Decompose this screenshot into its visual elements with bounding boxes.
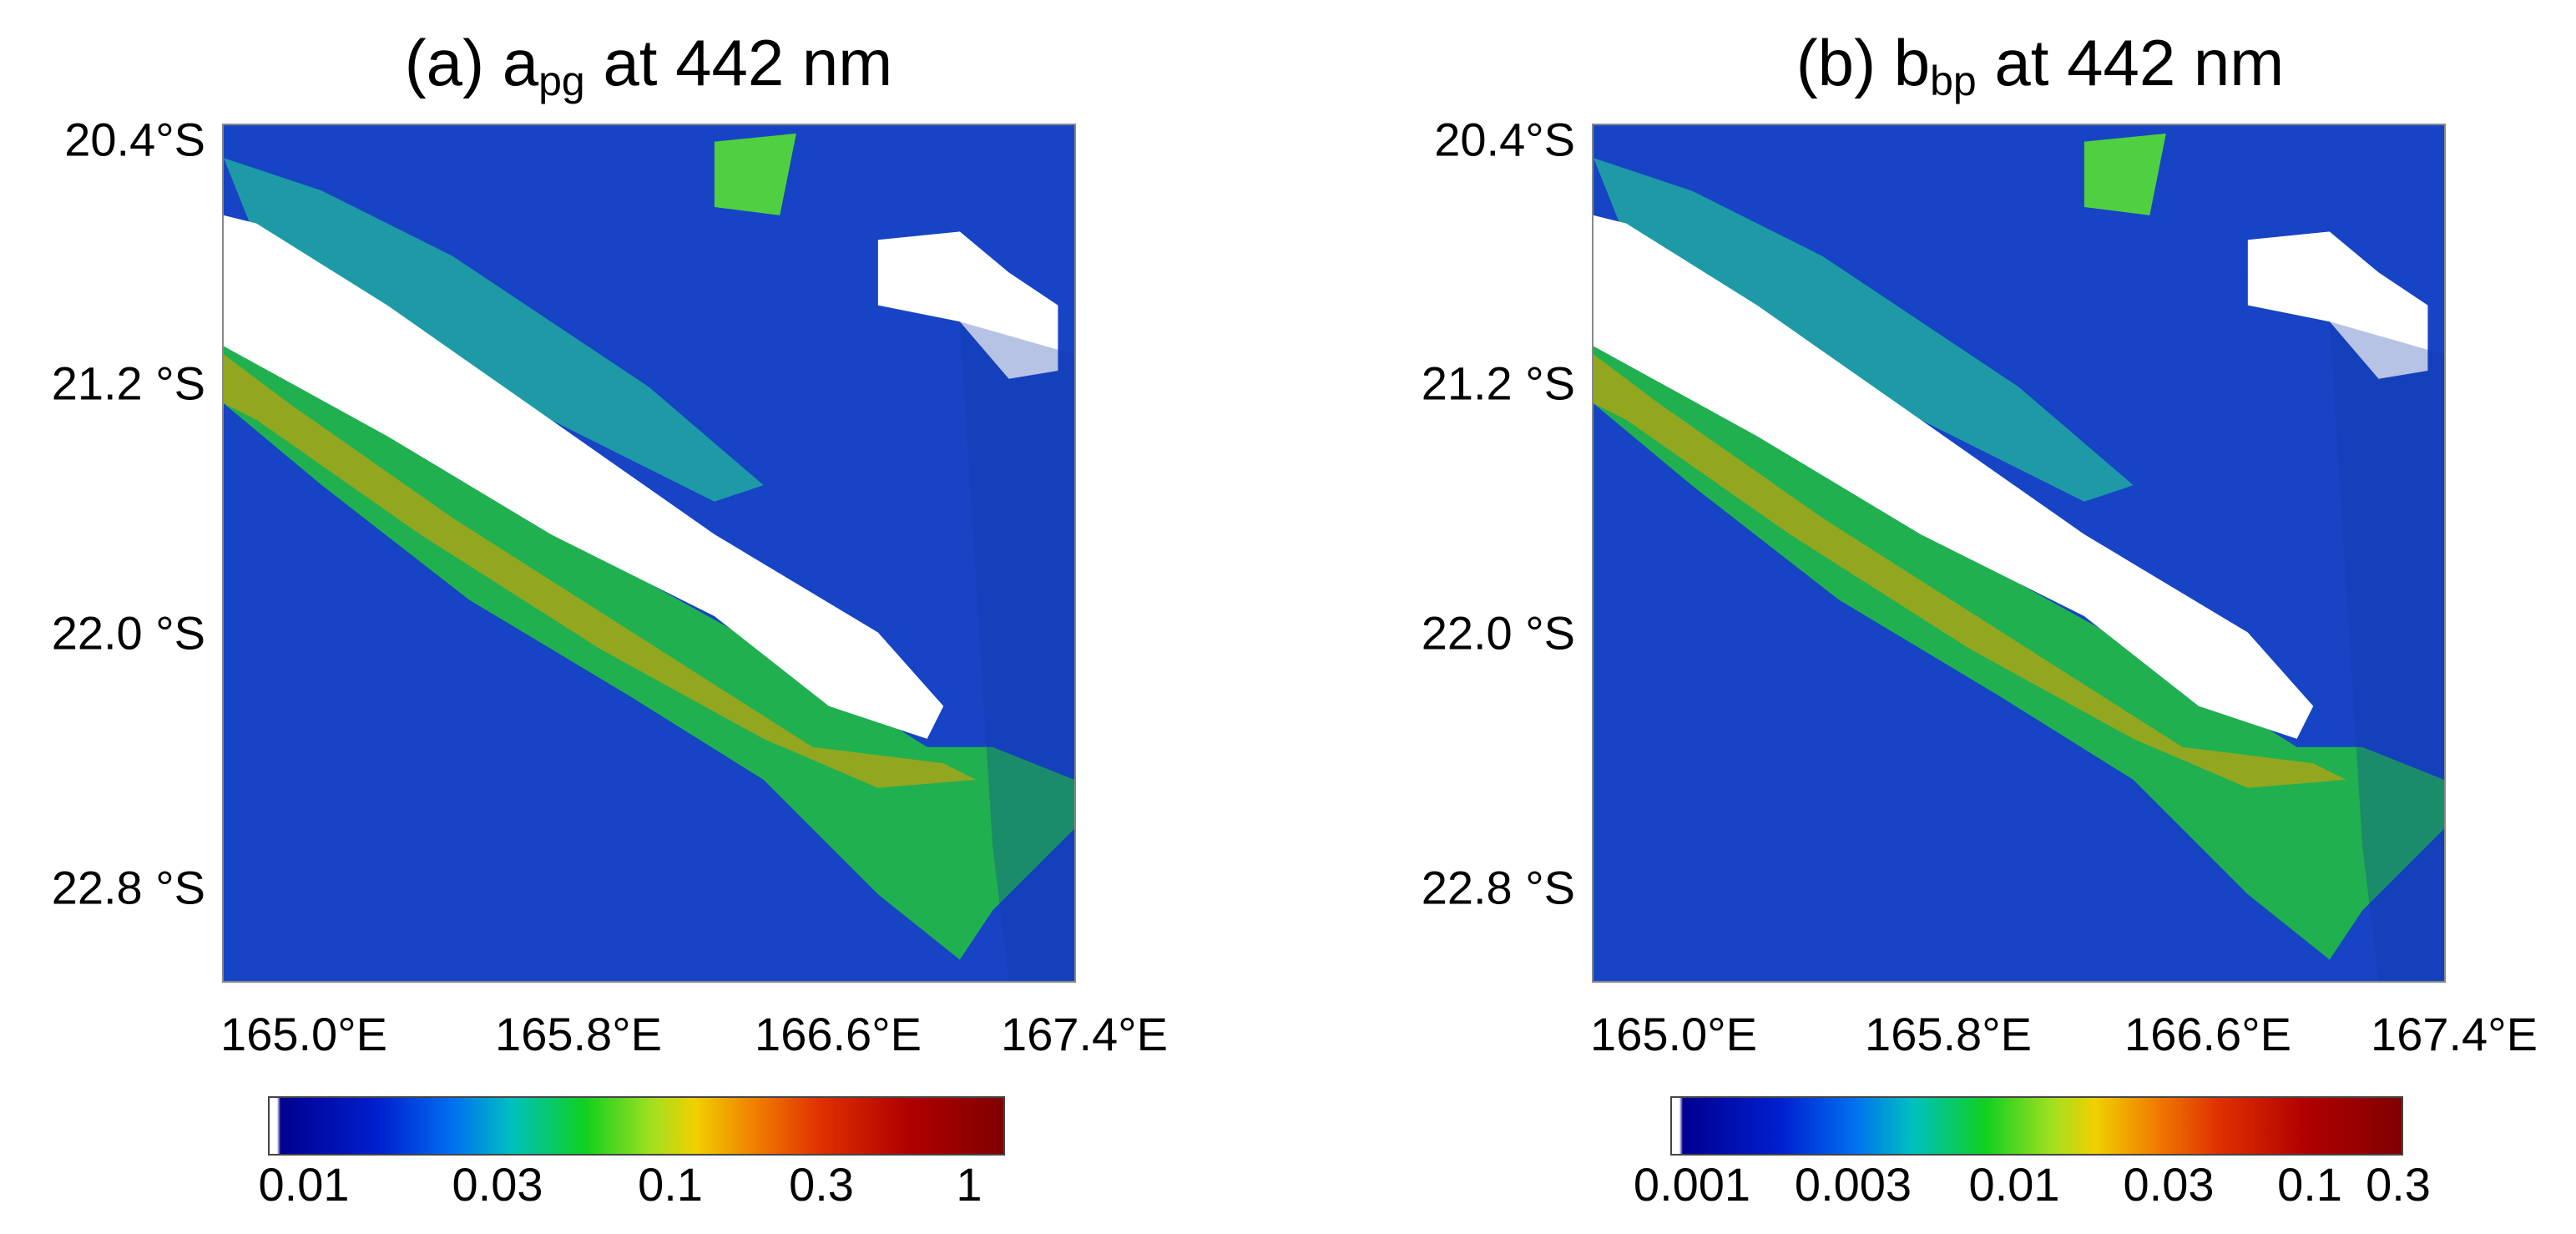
title-text: at 442 nm bbox=[584, 26, 893, 99]
panel-title: (a) apg at 442 nm bbox=[405, 25, 893, 105]
lat-label: 21.2 °S bbox=[1421, 357, 1575, 410]
colorbar bbox=[268, 1096, 1005, 1156]
lat-label: 21.2 °S bbox=[51, 357, 205, 410]
lon-label: 167.4°E bbox=[2371, 1008, 2538, 1060]
title-text: at 442 nm bbox=[1976, 26, 2285, 99]
map-image bbox=[222, 124, 1076, 983]
lat-label: 22.0 °S bbox=[51, 606, 205, 660]
lat-label: 20.4°S bbox=[64, 113, 205, 166]
map-art bbox=[224, 125, 1074, 981]
lat-label: 22.8 °S bbox=[51, 861, 205, 914]
colorbar-label: 0.1 bbox=[2277, 1158, 2342, 1211]
panel-title: (b) bbp at 442 nm bbox=[1796, 25, 2285, 105]
colorbar-label: 0.3 bbox=[2366, 1158, 2431, 1211]
map-art bbox=[1594, 125, 2444, 981]
lon-label: 165.0°E bbox=[220, 1008, 387, 1060]
colorbar bbox=[1670, 1096, 2403, 1156]
title-subscript: pg bbox=[538, 58, 585, 104]
colorbar-label: 0.01 bbox=[258, 1158, 350, 1211]
colorbar-label: 1 bbox=[956, 1158, 982, 1211]
lat-label: 20.4°S bbox=[1434, 113, 1575, 166]
lon-label: 165.0°E bbox=[1590, 1008, 1757, 1060]
colorbar-label: 0.03 bbox=[452, 1158, 543, 1211]
lon-label: 167.4°E bbox=[1001, 1008, 1168, 1060]
colorbar-label: 0.03 bbox=[2123, 1158, 2215, 1211]
lon-label: 166.6°E bbox=[2124, 1008, 2291, 1060]
lat-label: 22.8 °S bbox=[1421, 861, 1575, 914]
map-image bbox=[1592, 124, 2446, 983]
colorbar-label: 0.01 bbox=[1968, 1158, 2060, 1211]
lon-label: 166.6°E bbox=[755, 1008, 922, 1060]
lon-label: 165.8°E bbox=[1865, 1008, 2032, 1060]
lat-label: 22.0 °S bbox=[1421, 606, 1575, 660]
title-subscript: bp bbox=[1930, 58, 1977, 104]
lon-label: 165.8°E bbox=[495, 1008, 662, 1060]
colorbar-label: 0.003 bbox=[1794, 1158, 1912, 1211]
colorbar-label: 0.1 bbox=[638, 1158, 703, 1211]
title-text: (a) a bbox=[404, 26, 539, 99]
colorbar-label: 0.001 bbox=[1633, 1158, 1751, 1211]
colorbar-label: 0.3 bbox=[789, 1158, 854, 1211]
title-text: (b) b bbox=[1796, 26, 1931, 99]
